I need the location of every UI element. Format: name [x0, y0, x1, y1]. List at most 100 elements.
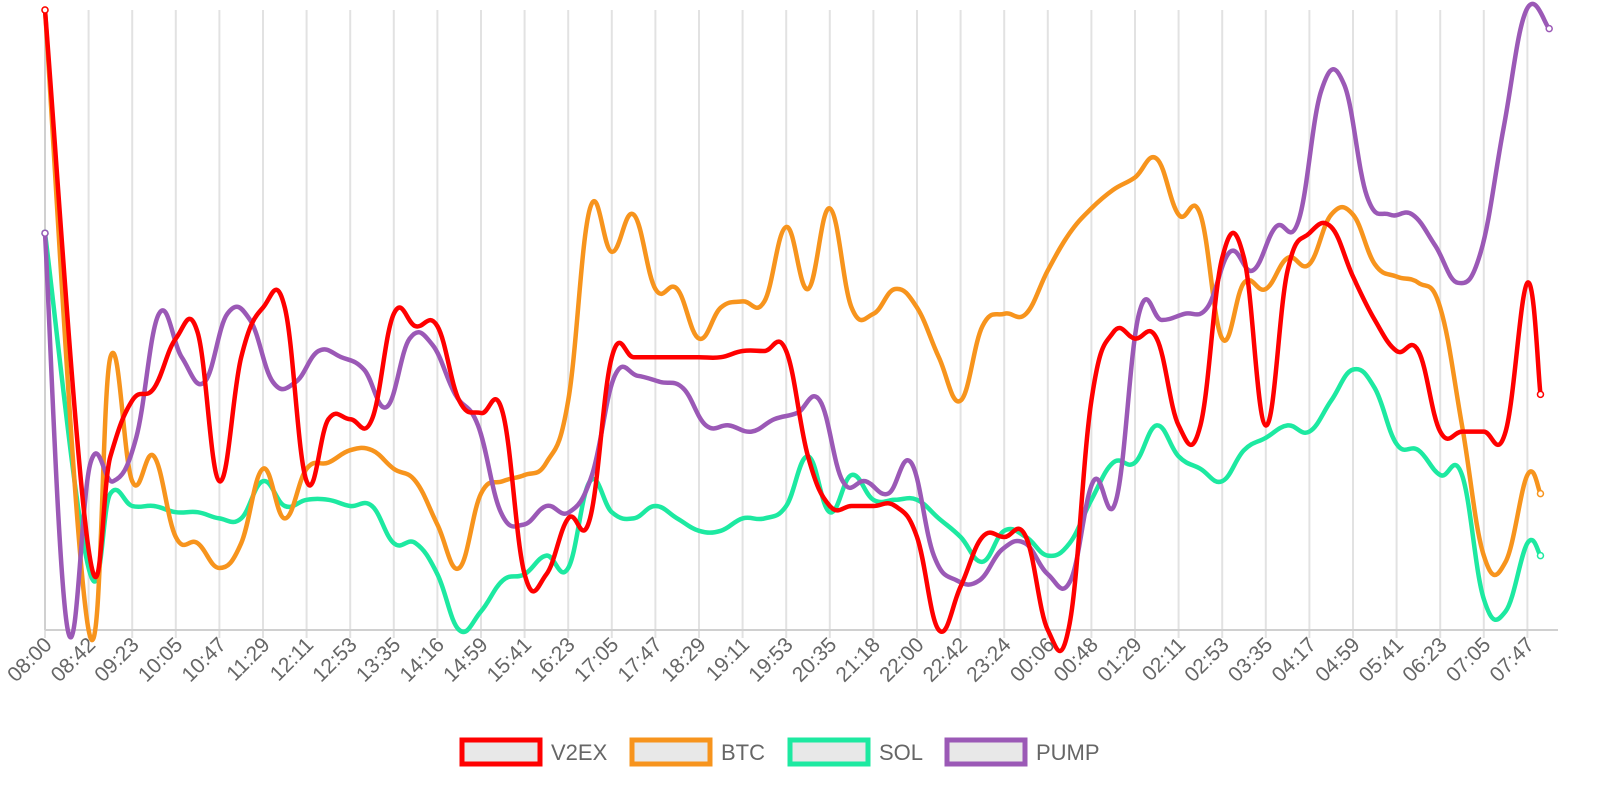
- data-point-btc: [1373, 262, 1377, 267]
- legend-item-pump[interactable]: PUMP: [944, 737, 1100, 767]
- data-point-v2ex: [1264, 423, 1268, 428]
- data-point-sol: [1329, 398, 1333, 403]
- data-point-sol: [1067, 541, 1072, 545]
- data-point-btc: [1536, 489, 1545, 498]
- x-tick-label: 04:17: [1268, 633, 1321, 686]
- data-point-sol: [457, 628, 462, 632]
- data-point-v2ex: [1089, 398, 1094, 403]
- legend[interactable]: V2EX BTC SOL PUMP: [459, 737, 1100, 767]
- data-point-v2ex: [501, 411, 505, 415]
- data-point-btc: [239, 541, 243, 545]
- data-point-btc: [762, 299, 767, 304]
- data-point-v2ex: [304, 479, 309, 484]
- data-point-pump: [1228, 250, 1232, 254]
- data-point-v2ex: [195, 330, 200, 335]
- data-point-pump: [1251, 268, 1255, 273]
- data-point-pump: [1000, 547, 1005, 552]
- data-point-sol: [1198, 467, 1203, 471]
- data-point-sol: [1416, 448, 1421, 453]
- data-point-v2ex: [566, 516, 570, 521]
- x-tick-label: 14:16: [396, 633, 449, 686]
- data-point-v2ex: [1536, 390, 1545, 399]
- data-point-pump: [1296, 219, 1301, 223]
- data-point-sol: [1264, 436, 1268, 440]
- data-point-pump: [1273, 225, 1278, 229]
- data-point-sol: [675, 516, 679, 521]
- data-point-v2ex: [413, 324, 418, 329]
- data-point-v2ex: [1133, 336, 1137, 341]
- data-point-sol: [348, 504, 353, 508]
- x-tick-label: 10:47: [178, 633, 231, 686]
- data-point-btc: [1307, 262, 1312, 267]
- data-point-sol: [392, 541, 396, 545]
- data-point-sol: [304, 498, 309, 502]
- data-point-pump: [157, 312, 161, 316]
- legend-item-btc[interactable]: BTC: [629, 737, 765, 767]
- data-point-sol: [217, 516, 222, 521]
- data-point-btc: [479, 491, 483, 496]
- data-point-pump: [1410, 212, 1415, 217]
- data-point-sol: [544, 553, 549, 558]
- data-point-sol: [1089, 498, 1094, 502]
- data-point-btc: [958, 398, 963, 403]
- data-point-btc: [261, 467, 265, 471]
- data-point-v2ex: [958, 584, 963, 589]
- data-point-v2ex: [261, 305, 265, 310]
- legend-swatch: [459, 737, 543, 767]
- data-point-v2ex: [370, 417, 374, 422]
- data-point-v2ex: [915, 535, 919, 539]
- data-point-sol: [762, 516, 767, 521]
- data-point-pump: [1342, 82, 1346, 87]
- data-point-v2ex: [457, 398, 462, 403]
- data-point-btc: [806, 287, 810, 291]
- data-point-v2ex: [937, 628, 941, 632]
- data-point-v2ex: [1307, 231, 1312, 235]
- data-point-btc: [1525, 473, 1530, 477]
- data-point-pump: [635, 374, 640, 378]
- data-point-pump: [612, 374, 617, 378]
- data-point-pump: [407, 336, 412, 341]
- data-point-btc: [1329, 212, 1333, 217]
- data-point-btc: [1394, 274, 1399, 279]
- data-point-pump: [41, 229, 49, 237]
- x-tick-label: 14:59: [439, 633, 492, 686]
- data-point-btc: [1503, 560, 1508, 564]
- data-point-v2ex: [1002, 535, 1006, 539]
- data-point-btc: [697, 336, 701, 341]
- legend-swatch: [629, 737, 713, 767]
- data-point-v2ex: [631, 355, 636, 360]
- data-point-sol: [828, 510, 832, 514]
- data-point-btc: [871, 312, 876, 316]
- data-point-v2ex: [108, 454, 113, 459]
- x-tick-label: 22:00: [875, 633, 928, 686]
- data-point-pump: [863, 479, 868, 484]
- data-point-v2ex: [1024, 535, 1028, 539]
- data-point-v2ex: [1111, 330, 1115, 335]
- data-point-sol: [479, 609, 483, 614]
- legend-item-v2ex[interactable]: V2EX: [459, 737, 608, 767]
- legend-label: SOL: [879, 740, 923, 765]
- data-point-sol: [239, 516, 243, 521]
- data-point-v2ex: [849, 504, 854, 508]
- data-point-v2ex: [522, 572, 527, 576]
- data-point-sol: [501, 578, 505, 583]
- x-tick-label: 08:00: [3, 633, 56, 686]
- data-point-pump: [909, 460, 913, 465]
- data-point-pump: [1479, 250, 1483, 254]
- x-tick-label: 05:41: [1355, 633, 1408, 686]
- data-point-v2ex: [348, 417, 353, 422]
- data-point-v2ex: [1482, 429, 1486, 434]
- data-point-v2ex: [980, 535, 985, 539]
- data-point-pump: [111, 479, 116, 484]
- data-point-btc: [1133, 175, 1137, 180]
- data-point-btc: [980, 324, 985, 329]
- legend-item-sol[interactable]: SOL: [787, 737, 923, 767]
- legend-swatch: [944, 737, 1028, 767]
- data-point-sol: [566, 566, 570, 570]
- data-point-sol: [152, 504, 156, 508]
- series-sol: [41, 229, 1545, 634]
- data-point-v2ex: [217, 479, 222, 484]
- x-tick-label: 22:42: [919, 633, 972, 686]
- legend-label: PUMP: [1036, 740, 1100, 765]
